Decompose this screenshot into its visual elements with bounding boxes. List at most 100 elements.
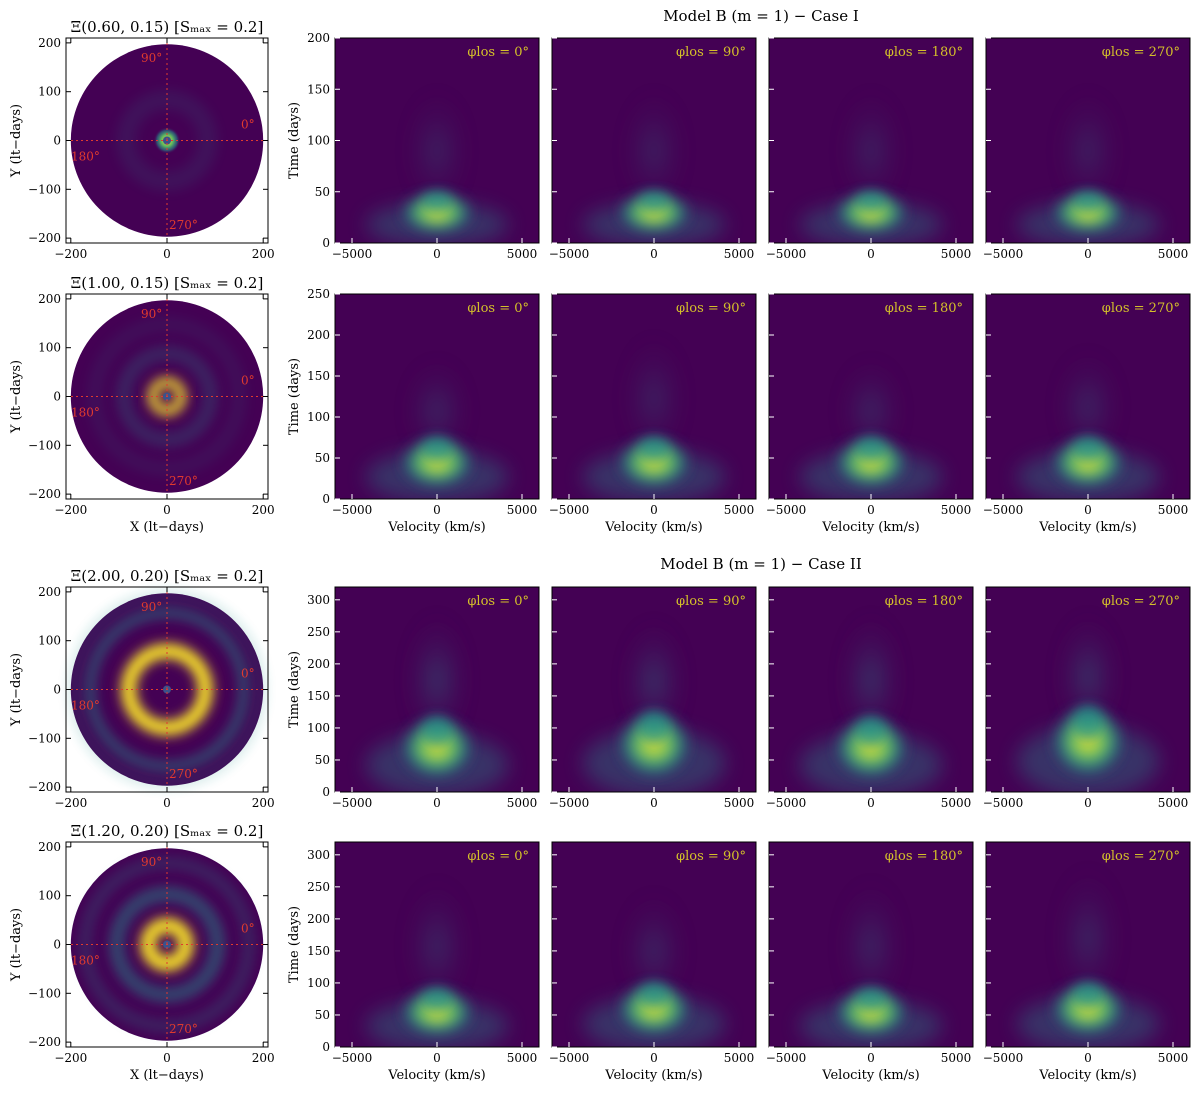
figure-title: Model B (m = 1) − Case I — [663, 7, 859, 25]
y-tick-label: 50 — [315, 451, 330, 465]
disk-title: Ξ(0.60, 0.15) [Sₘₐₓ = 0.2] — [71, 18, 264, 36]
x-tick-label: −5000 — [766, 796, 807, 810]
tf-image — [582, 893, 726, 1047]
tf-arc — [397, 985, 477, 1039]
tf-xlabel: Velocity (km/s) — [387, 520, 485, 535]
tf-arc-gap — [638, 982, 670, 1008]
tf-image — [365, 89, 509, 243]
tf-arc-gap — [421, 191, 453, 212]
x-tick-label: 5000 — [1158, 503, 1189, 517]
y-tick-label: 250 — [307, 287, 330, 301]
tf-tail — [1057, 867, 1119, 1009]
angle-label: 270° — [169, 218, 198, 232]
phi-los-label: φlos = 270° — [1102, 45, 1180, 60]
phi-los-label: φlos = 90° — [676, 45, 746, 60]
tf-ylabel: Time (days) — [287, 651, 302, 728]
angle-label: 270° — [169, 767, 198, 781]
tf-arc — [831, 985, 911, 1039]
y-tick-label: 0 — [53, 134, 61, 148]
y-tick-label: 200 — [38, 585, 61, 599]
tf-xlabel: Velocity (km/s) — [604, 520, 702, 535]
angle-label: 0° — [241, 118, 255, 132]
x-tick-label: 0 — [867, 1051, 875, 1065]
phi-los-label: φlos = 90° — [676, 594, 746, 609]
y-tick-label: 50 — [315, 185, 330, 199]
tf-tail — [406, 612, 468, 748]
tf-arc-gap — [855, 716, 887, 747]
y-tick-label: 250 — [307, 880, 330, 894]
angle-label: 180° — [71, 406, 100, 420]
tf-arc — [831, 189, 911, 236]
x-tick-label: −200 — [54, 796, 87, 810]
x-tick-label: 0 — [163, 247, 171, 261]
y-tick-label: 100 — [307, 721, 330, 735]
y-tick-label: 0 — [322, 236, 330, 250]
tf-tail — [623, 89, 685, 213]
y-tick-label: 150 — [307, 689, 330, 703]
x-tick-label: 5000 — [941, 247, 972, 261]
tf-xlabel: Velocity (km/s) — [387, 1068, 485, 1083]
x-tick-label: −5000 — [983, 796, 1024, 810]
x-tick-label: 0 — [433, 796, 441, 810]
x-tick-label: −5000 — [983, 247, 1024, 261]
tf-tail — [623, 893, 685, 1009]
y-tick-label: 150 — [307, 369, 330, 383]
x-tick-label: 0 — [1084, 796, 1092, 810]
x-tick-label: 5000 — [1158, 247, 1189, 261]
angle-label: 180° — [71, 954, 100, 968]
tf-ylabel: Time (days) — [287, 358, 302, 435]
x-tick-label: −200 — [54, 503, 87, 517]
disk-title: Ξ(2.00, 0.20) [Sₘₐₓ = 0.2] — [71, 567, 264, 585]
disk-xlabel: X (lt−days) — [130, 1068, 204, 1083]
tf-arc — [397, 434, 477, 490]
y-tick-label: 200 — [38, 36, 61, 50]
y-tick-label: 0 — [322, 1040, 330, 1054]
y-tick-label: 0 — [53, 683, 61, 697]
y-tick-label: 100 — [38, 634, 61, 648]
y-tick-label: 50 — [315, 1008, 330, 1022]
tf-tail — [1057, 89, 1119, 213]
disk-title: Ξ(1.20, 0.20) [Sₘₐₓ = 0.2] — [71, 822, 264, 840]
tf-arc — [614, 979, 694, 1038]
tf-panel: φlos = 0°−5000 0 5000050100150200250Veloci… — [307, 287, 540, 535]
tf-panel: φlos = 90° −5000 0 5000 Velocity (km/s) — [549, 293, 757, 535]
tf-panel: φlos = 270° −5000 0 5000 — [983, 586, 1191, 810]
tf-arc-gap — [855, 436, 887, 462]
y-tick-label: 300 — [307, 848, 330, 862]
x-tick-label: 5000 — [724, 247, 755, 261]
tf-ylabel: Time (days) — [287, 906, 302, 983]
tf-panel: φlos = 90° −5000 0 5000 — [549, 37, 757, 261]
y-tick-label: 0 — [53, 938, 61, 952]
tf-tail — [623, 335, 685, 463]
x-tick-label: 0 — [650, 247, 658, 261]
x-tick-label: 5000 — [1158, 1051, 1189, 1065]
disk-panel: Ξ(0.60, 0.15) [Sₘₐₓ = 0.2] 90° 0° 180° 270° −… — [9, 18, 275, 261]
y-tick-label: 100 — [307, 410, 330, 424]
tf-image — [799, 359, 943, 499]
tf-image — [365, 880, 509, 1047]
tf-xlabel: Velocity (km/s) — [1038, 520, 1136, 535]
y-tick-label: 0 — [53, 390, 61, 404]
tf-panel: φlos = 180° −5000 0 5000 — [766, 37, 974, 261]
tf-ylabel: Time (days) — [287, 102, 302, 179]
angle-label: 0° — [241, 374, 255, 388]
x-tick-label: 0 — [867, 796, 875, 810]
tf-panel: φlos = 270° −5000 0 5000 — [983, 37, 1191, 261]
tf-arc — [1048, 189, 1128, 236]
phi-los-label: φlos = 270° — [1102, 594, 1180, 609]
x-tick-label: −5000 — [332, 247, 373, 261]
tf-image — [365, 359, 509, 499]
x-tick-label: 5000 — [1158, 796, 1189, 810]
tf-arc — [397, 189, 477, 236]
y-tick-label: 200 — [307, 31, 330, 45]
tf-arc — [1048, 434, 1128, 490]
y-tick-label: −200 — [28, 231, 61, 245]
x-tick-label: 5000 — [507, 503, 538, 517]
x-tick-label: −5000 — [766, 1051, 807, 1065]
phi-los-label: φlos = 180° — [885, 849, 963, 864]
disk-ylabel: Y (lt−days) — [9, 104, 24, 178]
y-tick-label: 100 — [38, 889, 61, 903]
figure-title: Model B (m = 1) − Case II — [660, 555, 862, 573]
